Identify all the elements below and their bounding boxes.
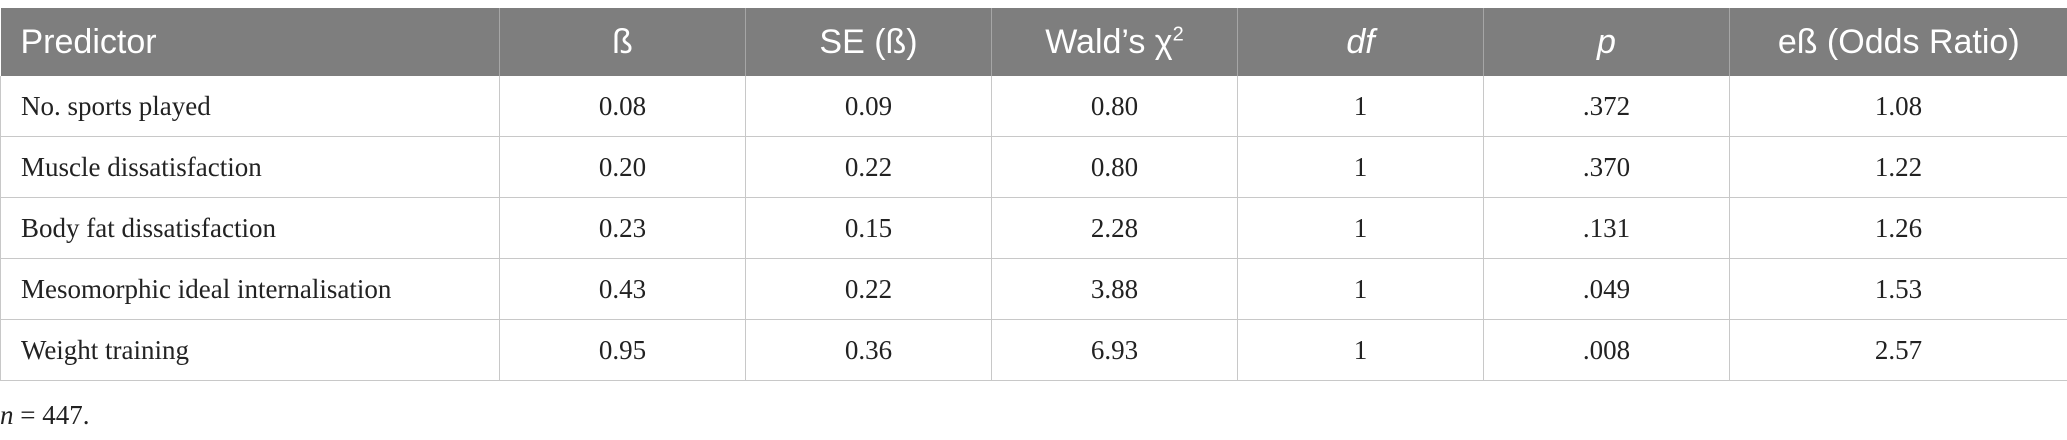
header-beta: ß — [499, 8, 746, 76]
cell-beta: 0.23 — [499, 197, 746, 259]
cell-beta: 0.20 — [499, 136, 746, 198]
header-p: p — [1483, 8, 1730, 76]
cell-beta: 0.08 — [499, 76, 746, 137]
cell-wald: 0.80 — [991, 136, 1238, 198]
table-note: n = 447. — [0, 400, 89, 431]
cell-se: 0.15 — [745, 197, 992, 259]
table-row: Mesomorphic ideal internalisation 0.43 0… — [0, 258, 2067, 320]
header-df: df — [1237, 8, 1484, 76]
cell-p: .131 — [1483, 197, 1730, 259]
cell-wald: 2.28 — [991, 197, 1238, 259]
cell-odds-ratio: 2.57 — [1729, 319, 2067, 381]
header-wald: Wald’s χ2 — [991, 8, 1238, 76]
header-se: SE (ß) — [745, 8, 992, 76]
cell-se: 0.22 — [745, 136, 992, 198]
logistic-regression-table: Predictor ß SE (ß) Wald’s χ2 df p eß (Od… — [0, 8, 2067, 381]
cell-beta: 0.95 — [499, 319, 746, 381]
cell-se: 0.22 — [745, 258, 992, 320]
table-row: Weight training 0.95 0.36 6.93 1 .008 2.… — [0, 319, 2067, 381]
table-row: Muscle dissatisfaction 0.20 0.22 0.80 1 … — [0, 136, 2067, 198]
cell-odds-ratio: 1.22 — [1729, 136, 2067, 198]
note-variable: n — [0, 400, 14, 430]
cell-p: .008 — [1483, 319, 1730, 381]
cell-df: 1 — [1237, 76, 1484, 137]
cell-se: 0.36 — [745, 319, 992, 381]
regression-table-container: Predictor ß SE (ß) Wald’s χ2 df p eß (Od… — [0, 8, 2067, 381]
note-text: = 447. — [13, 400, 90, 430]
header-predictor: Predictor — [0, 8, 500, 76]
cell-p: .049 — [1483, 258, 1730, 320]
cell-p: .372 — [1483, 76, 1730, 137]
header-row: Predictor ß SE (ß) Wald’s χ2 df p eß (Od… — [0, 8, 2067, 76]
cell-predictor: Weight training — [0, 319, 500, 381]
cell-predictor: No. sports played — [0, 76, 500, 137]
table-row: No. sports played 0.08 0.09 0.80 1 .372 … — [0, 76, 2067, 137]
cell-wald: 0.80 — [991, 76, 1238, 137]
header-odds-ratio: eß (Odds Ratio) — [1729, 8, 2067, 76]
cell-beta: 0.43 — [499, 258, 746, 320]
table-row: Body fat dissatisfaction 0.23 0.15 2.28 … — [0, 197, 2067, 259]
cell-wald: 3.88 — [991, 258, 1238, 320]
cell-predictor: Mesomorphic ideal internalisation — [0, 258, 500, 320]
cell-df: 1 — [1237, 258, 1484, 320]
header-wald-label: Wald’s χ — [1045, 22, 1173, 61]
cell-predictor: Body fat dissatisfaction — [0, 197, 500, 259]
cell-df: 1 — [1237, 136, 1484, 198]
cell-odds-ratio: 1.53 — [1729, 258, 2067, 320]
cell-odds-ratio: 1.26 — [1729, 197, 2067, 259]
table-header: Predictor ß SE (ß) Wald’s χ2 df p eß (Od… — [0, 8, 2067, 76]
cell-df: 1 — [1237, 197, 1484, 259]
cell-odds-ratio: 1.08 — [1729, 76, 2067, 137]
cell-p: .370 — [1483, 136, 1730, 198]
cell-df: 1 — [1237, 319, 1484, 381]
cell-se: 0.09 — [745, 76, 992, 137]
table-body: No. sports played 0.08 0.09 0.80 1 .372 … — [0, 76, 2067, 381]
cell-predictor: Muscle dissatisfaction — [0, 136, 500, 198]
cell-wald: 6.93 — [991, 319, 1238, 381]
header-wald-superscript: 2 — [1172, 23, 1184, 46]
